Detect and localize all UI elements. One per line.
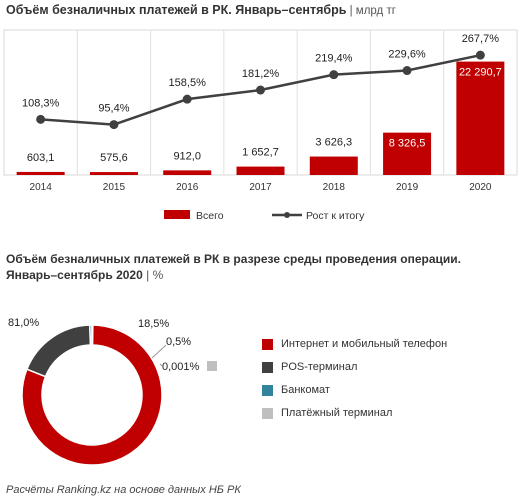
legend-label-4: Платёжный терминал <box>281 407 393 419</box>
bar-2015 <box>89 172 138 175</box>
bar-2014 <box>16 171 65 175</box>
growth-label-2014: 108,3% <box>22 97 60 109</box>
source-footer: Расчёты Ranking.kz на основе данных НБ Р… <box>6 484 241 496</box>
bar-2017 <box>236 166 285 175</box>
donut-label-2: 18,5% <box>138 318 169 330</box>
bar-2020 <box>456 61 505 176</box>
growth-point-2014 <box>36 114 46 124</box>
growth-point-2020 <box>475 50 485 60</box>
bar-label-2020: 22 290,7 <box>459 67 502 79</box>
growth-label-2017: 181,2% <box>242 68 280 80</box>
x-tick-2019: 2019 <box>396 182 419 193</box>
growth-label-2015: 95,4% <box>98 103 129 115</box>
growth-point-2017 <box>256 85 265 95</box>
leader-line-3 <box>151 344 167 359</box>
bar-label-2017: 1 652,7 <box>242 147 279 159</box>
legend-marker-growth <box>284 212 290 218</box>
chart-title-channels: Объём безналичных платежей в РК в разрез… <box>6 251 516 283</box>
title-unit: млрд тг <box>355 5 396 17</box>
x-tick-2018: 2018 <box>323 182 346 193</box>
growth-label-2016: 158,5% <box>169 77 207 89</box>
x-tick-2020: 2020 <box>469 182 492 193</box>
x-tick-2014: 2014 <box>30 182 53 193</box>
growth-point-2015 <box>109 120 119 130</box>
legend-swatch-4 <box>262 408 273 419</box>
bar-label-2018: 3 626,3 <box>315 137 352 149</box>
bar-2018 <box>309 156 358 175</box>
chart-title-payments: Объём безналичных платежей в РК. Январь–… <box>6 3 396 17</box>
legend-swatch-1 <box>262 339 273 350</box>
bar-label-2014: 603,1 <box>27 152 55 164</box>
bar-2019 <box>383 132 432 175</box>
legend-label-total: Всего <box>196 210 224 222</box>
legend-label-3: Банкомат <box>281 384 330 396</box>
x-tick-2016: 2016 <box>176 182 199 193</box>
bar-2016 <box>163 170 212 175</box>
bar-label-2015: 575,6 <box>100 152 128 164</box>
bar-label-2016: 912,0 <box>173 150 201 162</box>
x-tick-2015: 2015 <box>103 182 126 193</box>
growth-point-2016 <box>182 94 192 104</box>
growth-point-2019 <box>402 66 412 76</box>
donut-slice-2 <box>25 324 92 378</box>
x-tick-2017: 2017 <box>249 182 272 193</box>
donut-label-1: 81,0% <box>8 317 39 329</box>
growth-label-2020: 267,7% <box>462 33 500 45</box>
bar-label-2019: 8 326,5 <box>389 138 426 150</box>
donut-slice-4 <box>91 324 94 346</box>
growth-label-2018: 219,4% <box>315 53 353 65</box>
bar-line-chart: 603,1 2014 575,6 2015 912,0 2016 1 652,7 2017 3 … <box>3 29 518 222</box>
donut-slice-3 <box>89 324 93 346</box>
title2-line2: Январь–сентябрь 2020 | % <box>6 268 164 282</box>
legend-label-2: POS-терминал <box>281 361 358 373</box>
legend-swatch-2 <box>262 362 273 373</box>
donut-label-3: 0,5% <box>166 336 191 348</box>
legend-label-growth: Рост к итогу <box>306 210 365 222</box>
legend-label-1: Интернет и мобильный телефон <box>281 338 448 350</box>
donut-label-4: 0,001% <box>162 361 200 373</box>
growth-point-2018 <box>329 70 339 80</box>
legend-swatch-total <box>164 210 190 219</box>
leader-line-4 <box>159 363 163 367</box>
donut-slice-1 <box>21 324 163 466</box>
title-separator: | <box>346 5 356 17</box>
legend-swatch-3 <box>262 385 273 396</box>
growth-label-2019: 229,6% <box>388 49 426 61</box>
title2-line1: Объём безналичных платежей в РК в разрез… <box>6 252 462 266</box>
donut-label-4-marker <box>207 361 217 371</box>
